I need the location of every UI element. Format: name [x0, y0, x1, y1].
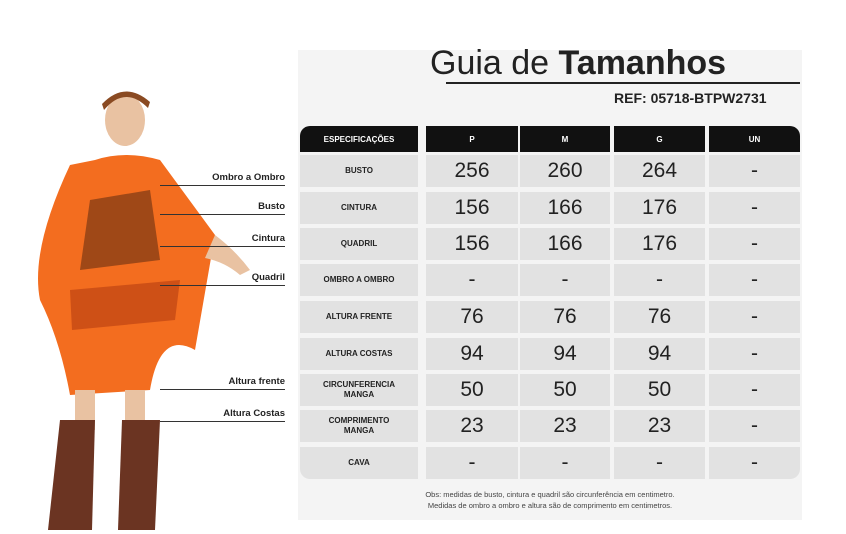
row-label: CINTURA: [300, 192, 418, 224]
table-cell: 76: [614, 301, 705, 333]
row-label: QUADRIL: [300, 228, 418, 260]
row-label: CIRCUNFERENCIA MANGA: [300, 374, 418, 406]
column-header: M: [520, 126, 610, 152]
table-cell: 50: [426, 374, 518, 406]
table-cell: 94: [520, 338, 610, 370]
table-cell: -: [709, 264, 800, 296]
ref: REF: 05718-BTPW2731: [614, 90, 767, 106]
measure-line: [160, 285, 285, 286]
measure-line: [160, 246, 285, 247]
table-cell: 176: [614, 192, 705, 224]
dress: [38, 155, 215, 395]
table-cell: 76: [520, 301, 610, 333]
measure-line: [160, 421, 285, 422]
title-underline: [446, 82, 800, 84]
table-cell: 23: [520, 410, 610, 442]
measure-line: [160, 214, 285, 215]
row-label: BUSTO: [300, 155, 418, 187]
table-cell: -: [520, 264, 610, 296]
row-label: CAVA: [300, 447, 418, 479]
row-label: ALTURA COSTAS: [300, 338, 418, 370]
face: [105, 94, 145, 146]
table-cell: 166: [520, 192, 610, 224]
table-cell: 260: [520, 155, 610, 187]
boot: [118, 420, 160, 530]
table-cell: 264: [614, 155, 705, 187]
title: Guia de Tamanhos: [430, 44, 726, 83]
table-cell: -: [709, 447, 800, 479]
table-cell: -: [426, 447, 518, 479]
table-cell: -: [709, 301, 800, 333]
row-label: OMBRO A OMBRO: [300, 264, 418, 296]
table-cell: 94: [614, 338, 705, 370]
table-cell: 256: [426, 155, 518, 187]
headscarf: [102, 91, 150, 110]
table-cell: -: [709, 374, 800, 406]
boot: [48, 420, 95, 530]
column-header: ESPECIFICAÇÕES: [300, 126, 418, 152]
column-header: G: [614, 126, 705, 152]
title-bold: Tamanhos: [558, 44, 727, 82]
model-figure: [38, 91, 250, 530]
table-cell: -: [614, 447, 705, 479]
table-cell: -: [520, 447, 610, 479]
table-cell: -: [709, 192, 800, 224]
note: Obs: medidas de busto, cintura e quadril…: [425, 490, 675, 499]
column-header: P: [426, 126, 518, 152]
table-cell: -: [426, 264, 518, 296]
title-light: Guia de: [430, 44, 550, 82]
table-cell: 156: [426, 192, 518, 224]
table-cell: 94: [426, 338, 518, 370]
table-cell: 176: [614, 228, 705, 260]
table-cell: -: [709, 410, 800, 442]
measure-label: Ombro a Ombro: [212, 172, 285, 183]
measure-label: Quadril: [251, 272, 285, 283]
ref-label: REF:: [614, 90, 647, 106]
table-cell: -: [709, 228, 800, 260]
note: Medidas de ombro a ombro e altura são de…: [427, 501, 673, 510]
table-cell: 23: [426, 410, 518, 442]
table-cell: 76: [426, 301, 518, 333]
measure-label: Cintura: [251, 233, 285, 244]
row-label: COMPRIMENTO MANGA: [300, 410, 418, 442]
table-cell: 50: [520, 374, 610, 406]
hand: [205, 235, 250, 275]
measure-label: Busto: [258, 201, 285, 212]
table-cell: -: [709, 155, 800, 187]
notes: Obs: medidas de busto, cintura e quadril…: [300, 489, 800, 511]
pattern: [70, 280, 180, 330]
ref-code: 05718-BTPW2731: [650, 90, 767, 106]
table-cell: -: [614, 264, 705, 296]
column-header: UN: [709, 126, 800, 152]
table-cell: 23: [614, 410, 705, 442]
measure-label: Altura Costas: [223, 408, 285, 419]
table-cell: -: [709, 338, 800, 370]
measure-line: [160, 389, 285, 390]
measure-line: [160, 185, 285, 186]
table-cell: 156: [426, 228, 518, 260]
table-cell: 50: [614, 374, 705, 406]
measure-label: Altura frente: [228, 376, 285, 387]
row-label: ALTURA FRENTE: [300, 301, 418, 333]
table-cell: 166: [520, 228, 610, 260]
pattern: [80, 190, 160, 270]
